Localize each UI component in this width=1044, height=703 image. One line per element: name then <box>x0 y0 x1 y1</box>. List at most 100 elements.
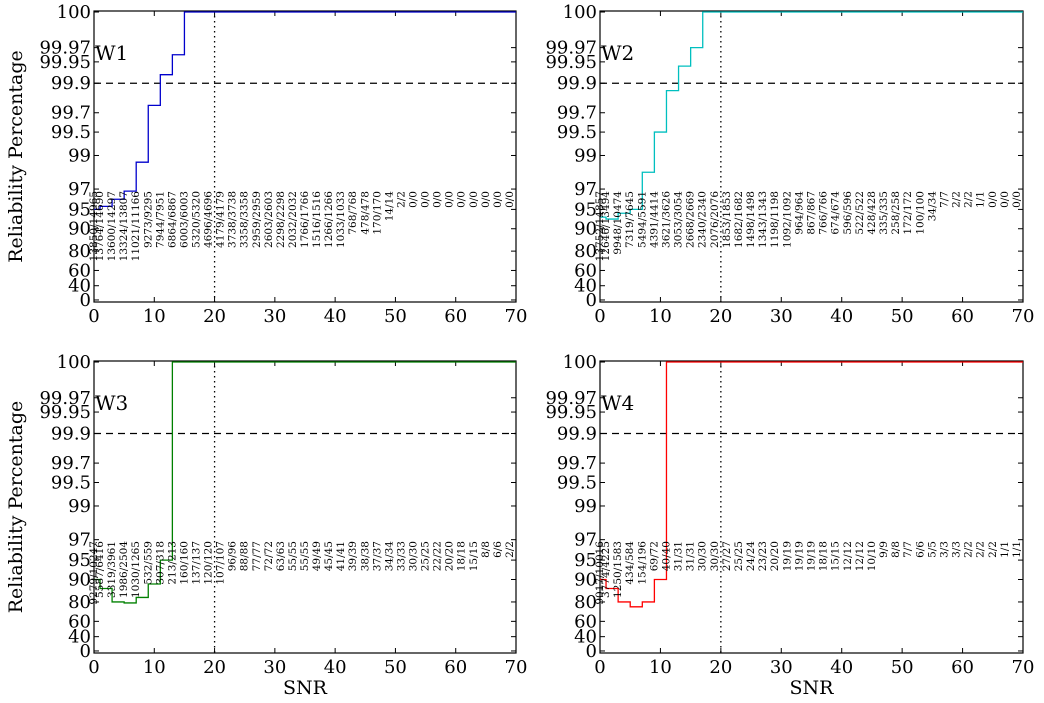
count-annotation: 1343/1343 <box>757 191 769 248</box>
count-annotation: 7319/7645 <box>624 191 636 248</box>
count-annotation: 4179/4179 <box>215 191 227 248</box>
count-annotation: 7944/7951 <box>154 191 166 248</box>
series-line-w2 <box>600 11 1023 220</box>
count-annotation: 1/1 <box>1011 541 1023 558</box>
count-annotation: 0/0 <box>444 191 456 208</box>
x-tick-label: 70 <box>505 657 528 678</box>
y-tick-label: 40 <box>574 627 597 648</box>
x-tick-label: 20 <box>709 306 732 327</box>
panel-title: W3 <box>95 391 128 415</box>
y-tick-label: 99.95 <box>39 52 91 73</box>
x-tick-label: 50 <box>891 306 914 327</box>
y-tick-label: 80 <box>68 241 91 262</box>
count-annotation: 258/258 <box>890 191 902 235</box>
y-tick-label: 99.7 <box>51 103 91 124</box>
x-tick-label: 40 <box>830 657 853 678</box>
count-annotation: 7/7 <box>902 541 914 558</box>
y-tick-label: 0 <box>586 641 597 662</box>
count-annotation: 33/33 <box>395 541 407 571</box>
count-annotation: 40/40 <box>660 541 672 571</box>
count-annotation: 1/1 <box>999 541 1011 558</box>
count-annotation: 2/2 <box>963 541 975 558</box>
count-annotation: 0/0 <box>408 191 420 208</box>
count-annotation: 1766/1766 <box>299 191 311 248</box>
y-tick-label: 99.9 <box>51 73 91 94</box>
count-annotation: 9948/10474 <box>612 191 624 255</box>
count-annotation: 213/213 <box>166 541 178 585</box>
count-annotation: 25/25 <box>733 541 745 571</box>
count-annotation: 766/766 <box>818 191 830 235</box>
count-annotation: 9279/10247 <box>88 541 100 605</box>
count-annotation: 10/10 <box>866 541 878 571</box>
y-tick-label: 99 <box>574 496 597 517</box>
x-tick-label: 20 <box>203 306 226 327</box>
y-tick-label: 80 <box>68 592 91 613</box>
y-tick-label: 100 <box>57 352 91 373</box>
y-tick-label: 99.7 <box>557 453 597 474</box>
count-annotation: 3738/3738 <box>227 191 239 248</box>
count-annotation: 69/72 <box>648 541 660 571</box>
x-tick-label: 0 <box>88 657 99 678</box>
count-annotation: 0/0 <box>492 191 504 208</box>
count-annotation: 2076/2076 <box>709 191 721 248</box>
y-tick-label: 97 <box>574 179 597 200</box>
count-annotation: 31/31 <box>685 541 697 571</box>
count-annotation: 31/31 <box>673 541 685 571</box>
panel-title: W1 <box>95 41 128 65</box>
count-annotation: 13850/14965 <box>88 191 100 261</box>
count-annotation: 30/30 <box>408 541 420 571</box>
count-annotation: 5494/5591 <box>636 191 648 248</box>
y-tick-label: 99 <box>68 145 91 166</box>
count-annotation: 1682/1682 <box>733 191 745 248</box>
y-tick-label: 99.7 <box>51 453 91 474</box>
x-tick-label: 0 <box>88 306 99 327</box>
count-annotation: 13752/14857 <box>594 191 606 261</box>
count-annotation: 9273/9295 <box>142 191 154 248</box>
count-annotation: 20/20 <box>769 541 781 571</box>
count-annotation: 0/0 <box>480 191 492 208</box>
count-annotation: 7/7 <box>938 191 950 208</box>
count-annotation: 428/428 <box>866 191 878 235</box>
count-annotation: 14/14 <box>383 191 395 222</box>
count-annotation: 307/318 <box>154 541 166 585</box>
subplot-w4: 0 10 20 30 40 50 60 7004060809095979999.599.799… <box>545 352 1034 699</box>
count-annotation: 38/38 <box>359 541 371 571</box>
y-axis-label: Reliability Percentage <box>5 50 27 263</box>
count-annotation: 19/19 <box>793 541 805 571</box>
axes-frame <box>599 360 1024 654</box>
count-annotation: 25/25 <box>420 541 432 571</box>
x-tick-label: 60 <box>444 657 467 678</box>
y-tick-label: 60 <box>574 611 597 632</box>
y-tick-label: 60 <box>68 611 91 632</box>
y-tick-label: 40 <box>574 276 597 297</box>
y-tick-label: 99.9 <box>51 423 91 444</box>
count-annotation: 3358/3358 <box>239 191 251 248</box>
count-annotation: 522/522 <box>854 191 866 235</box>
y-tick-label: 99.5 <box>557 472 597 493</box>
count-annotation: 2298/2298 <box>275 191 287 248</box>
y-tick-label: 80 <box>574 241 597 262</box>
y-tick-label: 90 <box>574 219 597 240</box>
series-line-w3 <box>94 361 516 604</box>
x-tick-label: 50 <box>384 306 407 327</box>
count-annotation: 0/0 <box>432 191 444 208</box>
count-annotation: 0/0 <box>456 191 468 208</box>
count-annotation: 77/77 <box>251 541 263 571</box>
count-annotation: 63/63 <box>275 541 287 571</box>
y-tick-label: 95 <box>68 199 91 220</box>
x-tick-label: 10 <box>143 306 166 327</box>
x-tick-label: 30 <box>770 306 793 327</box>
count-annotation: 434/584 <box>624 541 636 585</box>
count-annotation: 4696/4696 <box>203 191 215 248</box>
count-annotation: 1/1 <box>975 191 987 208</box>
count-annotation: 3053/3054 <box>673 191 685 248</box>
count-annotation: 8/8 <box>890 541 902 558</box>
count-annotation: 1030/1265 <box>130 541 142 598</box>
count-annotation: 55/55 <box>287 541 299 571</box>
count-annotation: 1033/1033 <box>335 191 347 248</box>
count-annotation: 6/6 <box>492 541 504 558</box>
count-annotation: 3/3 <box>938 541 950 558</box>
x-tick-label: 30 <box>770 657 793 678</box>
count-annotation: 172/172 <box>902 191 914 235</box>
count-annotation: 34/34 <box>926 191 938 222</box>
